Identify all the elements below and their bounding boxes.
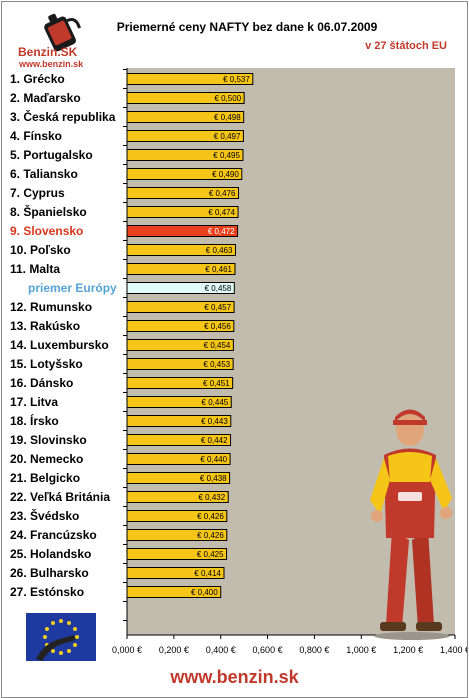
bar-value-label: € 0,440	[200, 455, 227, 464]
category-label: 25. Holandsko	[10, 547, 91, 561]
category-label: 26. Bulharsko	[10, 566, 89, 580]
bar-value-label: € 0,432	[199, 493, 226, 502]
category-label: 20. Nemecko	[10, 452, 83, 466]
x-tick-label: 0,400 €	[206, 645, 236, 655]
bar-value-label: € 0,458	[205, 284, 232, 293]
category-label: priemer Európy	[28, 281, 117, 295]
category-label: 9. Slovensko	[10, 224, 83, 238]
category-label: 16. Dánsko	[10, 376, 73, 390]
category-label: 21. Belgicko	[10, 471, 80, 485]
bar-value-label: € 0,461	[205, 265, 232, 274]
bar-value-label: € 0,495	[213, 151, 240, 160]
bar-value-label: € 0,425	[197, 550, 224, 559]
bar-value-label: € 0,426	[197, 531, 224, 540]
category-label: 10. Poľsko	[10, 243, 71, 257]
bar-value-label: € 0,453	[203, 360, 230, 369]
chart-subtitle: v 27 štátoch EU	[365, 40, 447, 52]
bar-value-label: € 0,451	[203, 379, 230, 388]
labels-layer: € 0,537 1. Grécko € 0,500 2. Maďarsko € 0,49…	[10, 72, 250, 599]
category-label: 23. Švédsko	[10, 508, 79, 523]
category-label: 13. Rakúsko	[10, 319, 80, 333]
bar-value-label: € 0,500	[214, 94, 241, 103]
category-label: 19. Slovinsko	[10, 433, 87, 447]
bar-value-label: € 0,537	[223, 75, 250, 84]
category-label: 8. Španielsko	[10, 204, 87, 219]
category-label: 27. Estónsko	[10, 585, 84, 599]
x-tick-label: 0,000 €	[112, 645, 142, 655]
category-label: 3. Česká republika	[10, 109, 116, 124]
bar-value-label: € 0,497	[214, 132, 241, 141]
category-label: 24. Francúzsko	[10, 528, 97, 542]
logo-url: www.benzin.sk	[19, 59, 84, 69]
category-label: 1. Grécko	[10, 72, 65, 86]
logo-text: Benzin.SK	[18, 45, 78, 59]
bar-value-label: € 0,457	[204, 303, 231, 312]
bar-value-label: € 0,414	[194, 569, 221, 578]
category-label: 22. Veľká Británia	[10, 490, 110, 504]
bar-value-label: € 0,472	[208, 227, 235, 236]
x-tick-label: 1,400 €	[440, 645, 467, 655]
category-label: 4. Fínsko	[10, 129, 62, 143]
footer-url: www.benzin.sk	[170, 667, 299, 687]
bar-value-label: € 0,443	[201, 417, 228, 426]
bar-value-label: € 0,498	[214, 113, 241, 122]
bars-layer	[126, 73, 254, 598]
bar-value-label: € 0,476	[209, 189, 236, 198]
x-tick-label: 0,600 €	[253, 645, 283, 655]
bar-value-label: € 0,490	[212, 170, 239, 179]
benzin-logo	[44, 13, 81, 52]
chart-title: Priemerné ceny NAFTY bez dane k 06.07.20…	[116, 20, 378, 34]
bar-value-label: € 0,400	[191, 588, 218, 597]
category-label: 15. Lotyšsko	[10, 357, 83, 371]
bar-value-label: € 0,454	[204, 341, 231, 350]
bar-value-label: € 0,445	[202, 398, 229, 407]
mascot-figure	[370, 409, 452, 640]
category-label: 11. Malta	[10, 262, 60, 276]
x-tick-label: 1,000 €	[346, 645, 376, 655]
category-label: 12. Rumunsko	[10, 300, 92, 314]
eu-flag-icon	[26, 613, 96, 661]
bar-value-label: € 0,463	[206, 246, 233, 255]
category-label: 18. Írsko	[10, 413, 59, 428]
bar-value-label: € 0,438	[200, 474, 227, 483]
bar-value-label: € 0,442	[201, 436, 228, 445]
category-label: 17. Litva	[10, 395, 58, 409]
x-tick-label: 0,200 €	[159, 645, 189, 655]
axis-layer: 0,000 € 0,200 € 0,400 € 0,600 € 0,800 € 1,000…	[112, 68, 467, 655]
x-tick-label: 0,800 €	[299, 645, 329, 655]
x-tick-label: 1,200 €	[393, 645, 423, 655]
category-label: 2. Maďarsko	[10, 91, 81, 105]
bar-value-label: € 0,456	[204, 322, 231, 331]
category-label: 7. Cyprus	[10, 186, 65, 200]
category-label: 5. Portugalsko	[10, 148, 93, 162]
category-label: 6. Taliansko	[10, 167, 78, 181]
bar-value-label: € 0,426	[197, 512, 224, 521]
category-label: 14. Luxembursko	[10, 338, 109, 352]
bar-value-label: € 0,474	[208, 208, 235, 217]
